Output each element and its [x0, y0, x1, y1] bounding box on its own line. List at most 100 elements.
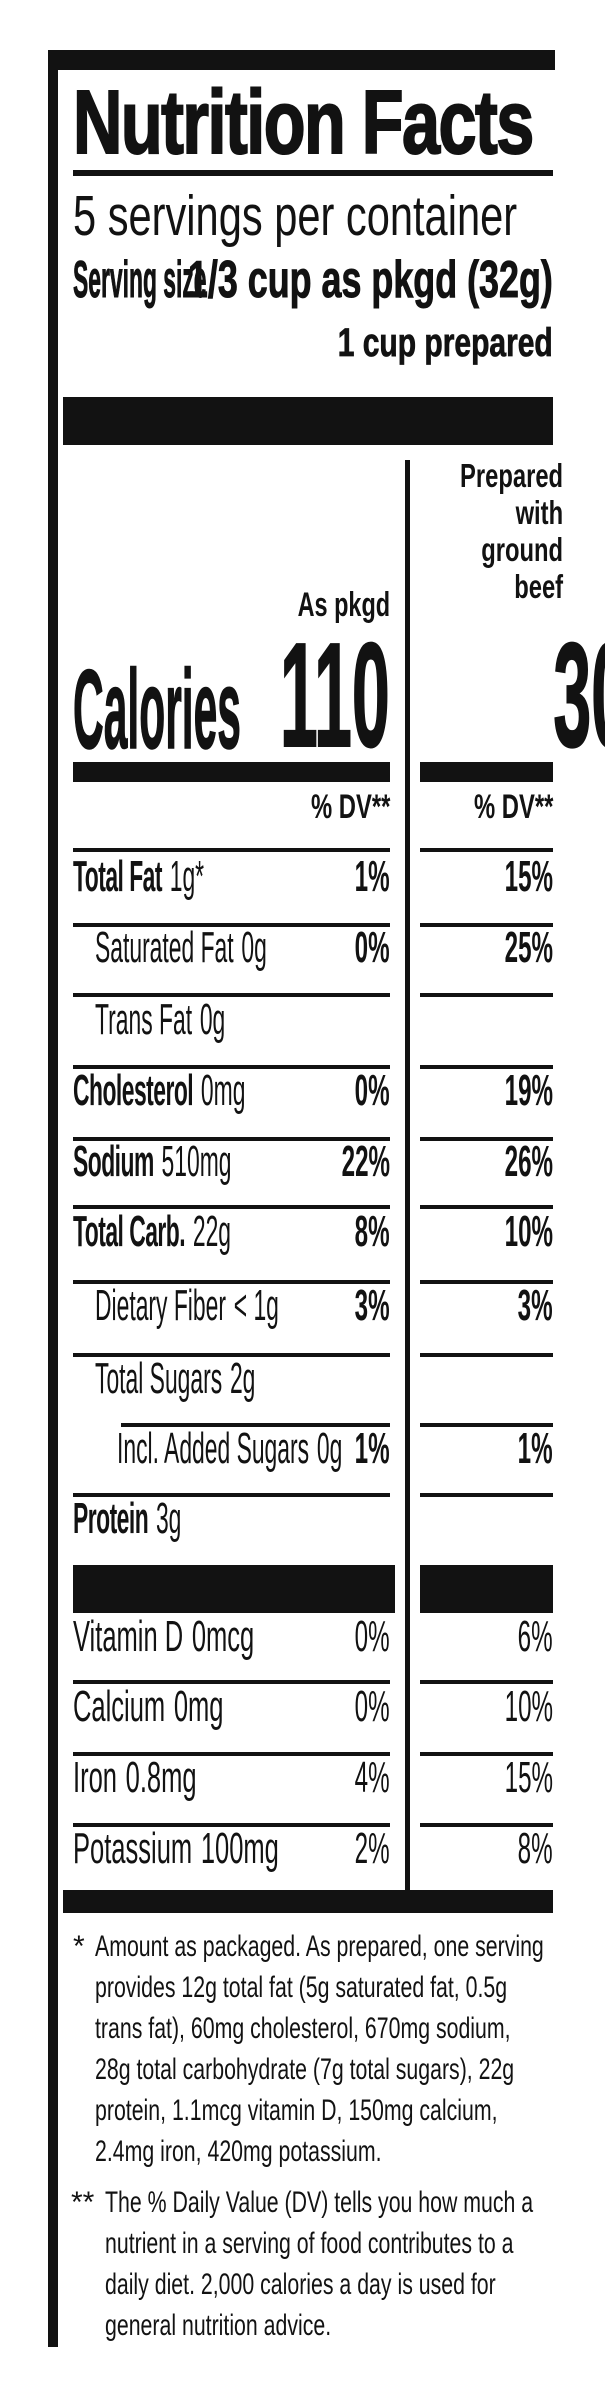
dv-prepared: 25%: [504, 923, 553, 972]
nutrient-name: Total Carb.: [73, 1207, 186, 1256]
footnote-as-packaged-marker: *: [73, 1930, 85, 1963]
separator-line: [420, 1823, 553, 1827]
separator-line: [420, 848, 553, 852]
dv-as-packaged: 22%: [341, 1137, 390, 1186]
dv-as-packaged: 1%: [355, 1424, 390, 1473]
nutrient-amount: 100mg: [200, 1824, 279, 1873]
separator-line: [73, 1493, 390, 1497]
nutrient-name-amount: Total Fat 1g*: [73, 855, 204, 899]
nutrient-amount: 0.8mg: [125, 1753, 197, 1802]
dv-prepared: 1%: [518, 1424, 553, 1473]
nutrient-name-amount: Trans Fat 0g: [95, 998, 225, 1042]
nutrient-name: Iron: [73, 1753, 117, 1802]
separator-line: [73, 848, 390, 852]
nutrient-name-amount: Cholesterol 0mg: [73, 1069, 245, 1113]
nutrient-name: Calcium: [73, 1682, 166, 1731]
nutrient-name: Vitamin D: [73, 1612, 184, 1661]
nutrient-name: Cholesterol: [73, 1066, 194, 1115]
dv-prepared: 19%: [504, 1066, 553, 1115]
section-band-right: [420, 1565, 553, 1613]
nutrient-amount: 0g: [316, 1424, 343, 1473]
section-band-bottom: [63, 1890, 553, 1913]
nutrient-row-sodium: Sodium 510mg 22% 26%: [73, 1140, 553, 1196]
nutrient-amount: < 1g: [233, 1281, 279, 1330]
nutrient-name-amount: Calcium 0mg: [73, 1685, 223, 1729]
dv-prepared: 15%: [504, 1753, 553, 1802]
nutrient-name: Total Sugars: [95, 1354, 223, 1403]
separator-line: [73, 1065, 390, 1069]
nutrient-name-amount: Protein 3g: [73, 1497, 181, 1541]
nutrient-row-saturated-fat: Saturated Fat 0g 0% 25%: [73, 926, 553, 982]
dv-prepared: 3%: [518, 1281, 553, 1330]
title-rule: [73, 170, 553, 176]
dv-header-prepared-text: % DV**: [473, 788, 553, 826]
nutrient-row-cholesterol: Cholesterol 0mg 0% 19%: [73, 1069, 553, 1125]
nutrient-name: Trans Fat: [95, 995, 193, 1044]
dv-prepared: 6%: [518, 1612, 553, 1661]
footnote-as-packaged: Amount as packaged. As prepared, one ser…: [95, 1930, 544, 2168]
serving-size-row: Serving size 1/3 cup as pkgd (32g): [73, 251, 554, 318]
separator-line: [73, 1205, 390, 1209]
dv-header-as-packaged: % DV**: [73, 790, 390, 824]
separator-line: [73, 993, 390, 997]
dv-as-packaged: 3%: [355, 1281, 390, 1330]
nutrient-amount: 3g: [155, 1494, 182, 1543]
nutrient-amount: 0mcg: [191, 1612, 255, 1661]
calories-as-packaged-value: 110: [280, 613, 391, 778]
nutrient-name: Protein: [73, 1494, 149, 1543]
nutrient-name: Dietary Fiber: [95, 1281, 226, 1330]
dv-as-packaged: 2%: [355, 1824, 390, 1873]
nutrient-row-protein: Protein 3g: [73, 1497, 553, 1553]
section-band-top: [63, 397, 553, 445]
dv-as-packaged: 0%: [355, 1612, 390, 1661]
nutrient-name: Sodium: [73, 1137, 154, 1186]
calories-rule-left: [73, 762, 390, 782]
serving-size-as-packaged: 1/3 cup as pkgd (32g): [188, 251, 554, 309]
nutrient-name: Saturated Fat: [95, 923, 234, 972]
nutrient-amount: 22g: [192, 1207, 232, 1256]
separator-line-indented: [121, 1423, 390, 1427]
nutrient-amount: 1g*: [169, 852, 205, 901]
footnote-daily-value: The % Daily Value (DV) tells you how muc…: [105, 2186, 534, 2342]
nutrient-amount: 510mg: [161, 1137, 232, 1186]
separator-line: [420, 923, 553, 927]
dv-prepared: 26%: [504, 1137, 553, 1186]
nutrient-name-amount: Total Carb. 22g: [73, 1210, 231, 1254]
calories-prepared-value: 300: [553, 613, 605, 778]
column-header-as-packaged: As pkgd: [73, 588, 390, 622]
dv-as-packaged: 0%: [355, 923, 390, 972]
dv-header-prepared: % DV**: [420, 790, 553, 824]
column-header-prepared: Prepared with ground beef: [420, 457, 563, 605]
separator-line: [73, 1823, 390, 1827]
label-top-border: [48, 50, 555, 70]
nutrient-name-amount: Incl. Added Sugars 0g: [117, 1427, 342, 1471]
dv-prepared: 10%: [504, 1207, 553, 1256]
nutrient-row-added-sugars: Incl. Added Sugars 0g 1% 1%: [73, 1427, 553, 1483]
footnote-daily-value-marker: **: [71, 2186, 95, 2219]
nutrient-name-amount: Vitamin D 0mcg: [73, 1615, 254, 1659]
serving-size-prepared-text: 1 cup prepared: [337, 321, 554, 365]
nutrient-row-potassium: Potassium 100mg 2% 8%: [73, 1827, 553, 1883]
separator-line: [420, 1280, 553, 1284]
dv-prepared: 8%: [518, 1824, 553, 1873]
nutrient-name: Total Fat: [73, 852, 162, 901]
nutrient-row-total-fat: Total Fat 1g* 1% 15%: [73, 855, 553, 911]
calories-as-packaged: 110: [73, 613, 391, 778]
column-header-prepared-text: Prepared with ground beef: [460, 457, 564, 605]
section-band-left: [73, 1565, 395, 1613]
separator-line: [420, 1680, 553, 1684]
dv-as-packaged: 8%: [355, 1207, 390, 1256]
separator-line: [420, 1137, 553, 1141]
nutrient-name: Incl. Added Sugars: [117, 1424, 310, 1473]
nutrient-row-iron: Iron 0.8mg 4% 15%: [73, 1756, 553, 1812]
calories-rule-right: [420, 762, 553, 782]
serving-size-prepared: 1 cup prepared: [73, 321, 554, 365]
dv-as-packaged: 0%: [355, 1682, 390, 1731]
label-left-border: [48, 50, 58, 2347]
servings-per-container: 5 servings per container: [73, 184, 518, 248]
nutrient-amount: 0g: [241, 923, 267, 972]
dv-prepared: 15%: [504, 852, 553, 901]
column-divider: [405, 460, 410, 1890]
separator-line: [420, 1493, 553, 1497]
